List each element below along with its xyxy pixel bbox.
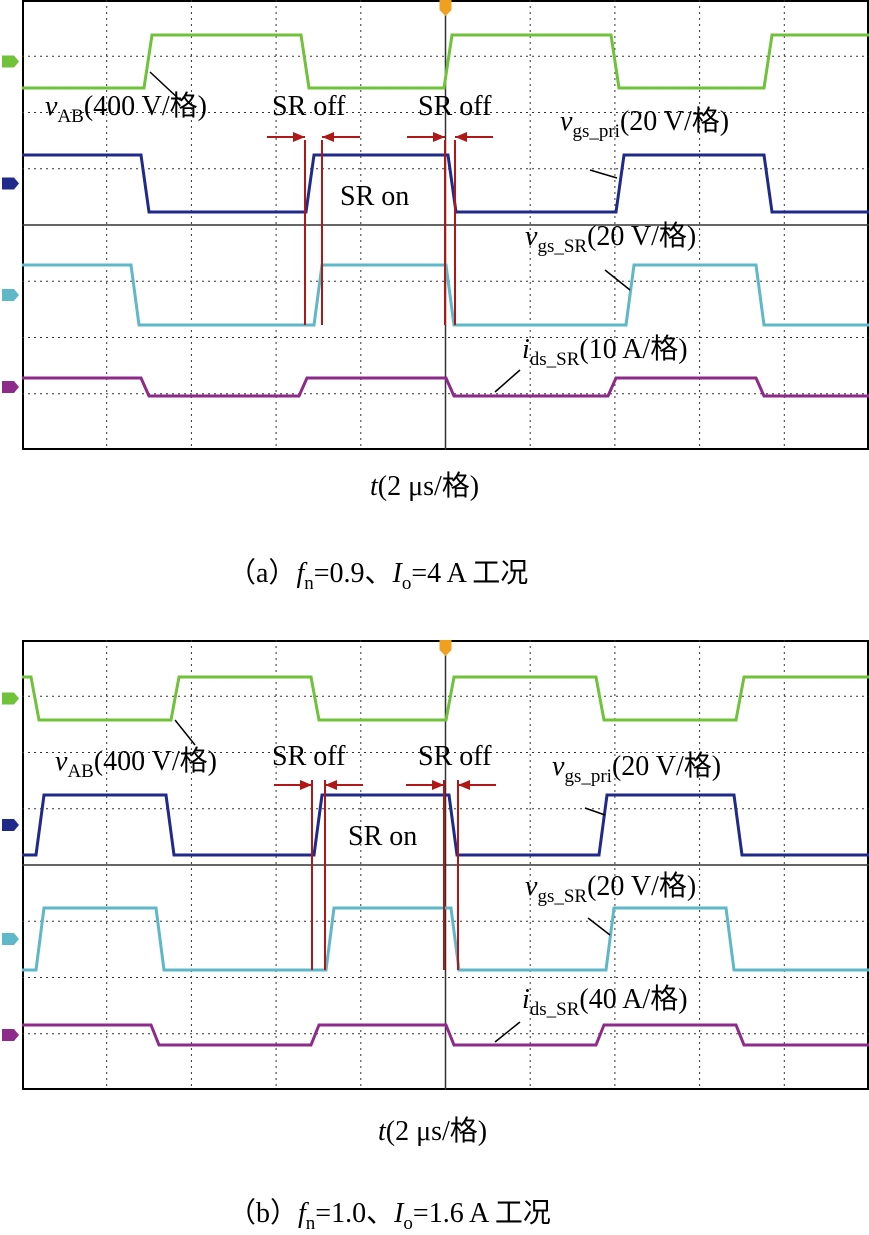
arrow-head: [325, 780, 337, 790]
waveform: [22, 153, 869, 214]
leader-line: [584, 807, 606, 816]
caption-prefix: （b）: [228, 1197, 298, 1229]
channel-marker: [2, 55, 19, 68]
leader-line: [149, 71, 181, 101]
signal-label: vgs_pri(20 V/格): [552, 750, 721, 787]
caption: （b）fn=1.0、Io=1.6 A 工况: [228, 1197, 551, 1234]
symbol: v: [45, 91, 58, 122]
scale: (10 A/格): [579, 333, 687, 365]
symbol: v: [552, 751, 565, 782]
signal-label: vgs_pri(20 V/格): [560, 105, 729, 142]
scale: (40 A/格): [579, 983, 687, 1015]
sr-off-label: SR off: [272, 741, 346, 772]
waveform: [22, 793, 869, 857]
caption: （a）fn=0.9、Io=4 A 工况: [228, 557, 528, 594]
subscript: gs_SR: [537, 236, 587, 257]
arrow-head: [433, 132, 445, 142]
channel-marker: [2, 381, 19, 393]
waveform: [22, 376, 869, 398]
arrow-head: [293, 132, 305, 142]
scale: (2 μs/格): [378, 470, 479, 502]
signal-label: vAB(400 V/格): [55, 745, 217, 782]
channel-marker: [2, 692, 19, 705]
subscript: AB: [67, 761, 93, 782]
arrow-head: [432, 780, 444, 790]
symbol: I: [393, 1198, 405, 1229]
sr-on-label: SR on: [340, 181, 409, 212]
subscript: ds_SR: [530, 999, 580, 1020]
sr-off-label: SR off: [418, 741, 492, 772]
subscript: n: [306, 1213, 316, 1234]
sr-on-label: SR on: [348, 821, 417, 852]
scale: (400 V/格): [84, 90, 207, 122]
leader-line: [587, 917, 611, 936]
channel-marker: [2, 933, 19, 945]
value: =0.9、: [314, 558, 393, 589]
symbol: t: [378, 1116, 387, 1147]
arrow-head: [322, 132, 334, 142]
leader-line: [494, 369, 521, 393]
trigger-marker: [439, 640, 452, 656]
leader-line: [494, 1021, 521, 1043]
symbol: v: [525, 221, 538, 252]
subscript: o: [402, 573, 412, 594]
symbol: i: [522, 984, 530, 1015]
subscript: gs_SR: [537, 886, 587, 907]
signal-label: ids_SR(40 A/格): [522, 983, 688, 1020]
symbol: I: [392, 558, 404, 589]
x-axis-label: t(2 μs/格): [370, 470, 479, 502]
channel-marker: [2, 289, 19, 301]
symbol: v: [55, 746, 68, 777]
arrow-head: [300, 780, 312, 790]
waveform: [22, 1023, 869, 1047]
subscript: n: [304, 573, 314, 594]
waveform: [22, 33, 869, 90]
symbol: f: [298, 1198, 309, 1229]
channel-marker: [2, 177, 19, 190]
arrow-head: [458, 780, 470, 790]
scale: (20 V/格): [587, 870, 696, 902]
leader-line: [174, 719, 196, 746]
signal-label: ids_SR(10 A/格): [522, 333, 688, 370]
value: =4 A 工况: [411, 558, 528, 589]
symbol: i: [522, 334, 530, 365]
sr-off-label: SR off: [272, 91, 346, 122]
waveform: [22, 906, 869, 972]
scale: (20 V/格): [620, 105, 729, 137]
scale: (400 V/格): [94, 745, 217, 777]
caption-prefix: （a）: [228, 557, 296, 589]
symbol: v: [560, 106, 573, 137]
subscript: ds_SR: [530, 349, 580, 370]
arrow-head: [455, 132, 467, 142]
trigger-marker: [439, 0, 452, 16]
subscript: o: [403, 1213, 413, 1234]
value: =1.6 A 工况: [413, 1198, 551, 1229]
x-axis-label: t(2 μs/格): [378, 1115, 487, 1147]
subscript: gs_pri: [572, 121, 620, 142]
symbol: t: [370, 471, 379, 502]
waveform: [22, 675, 869, 722]
leader-line: [604, 269, 631, 291]
subscript: AB: [57, 106, 83, 127]
value: =1.0、: [315, 1198, 394, 1229]
channel-marker: [2, 819, 19, 831]
scale: (20 V/格): [587, 220, 696, 252]
leader-line: [589, 169, 618, 179]
signal-label: vgs_SR(20 V/格): [525, 220, 696, 257]
waveform: [22, 263, 869, 327]
symbol: f: [296, 558, 307, 589]
subscript: gs_pri: [564, 766, 612, 787]
symbol: v: [525, 871, 538, 902]
signal-label: vAB(400 V/格): [45, 90, 207, 127]
signal-label: vgs_SR(20 V/格): [525, 870, 696, 907]
scale: (2 μs/格): [386, 1115, 487, 1147]
sr-off-label: SR off: [418, 91, 492, 122]
channel-marker: [2, 1029, 19, 1041]
scale: (20 V/格): [612, 750, 721, 782]
